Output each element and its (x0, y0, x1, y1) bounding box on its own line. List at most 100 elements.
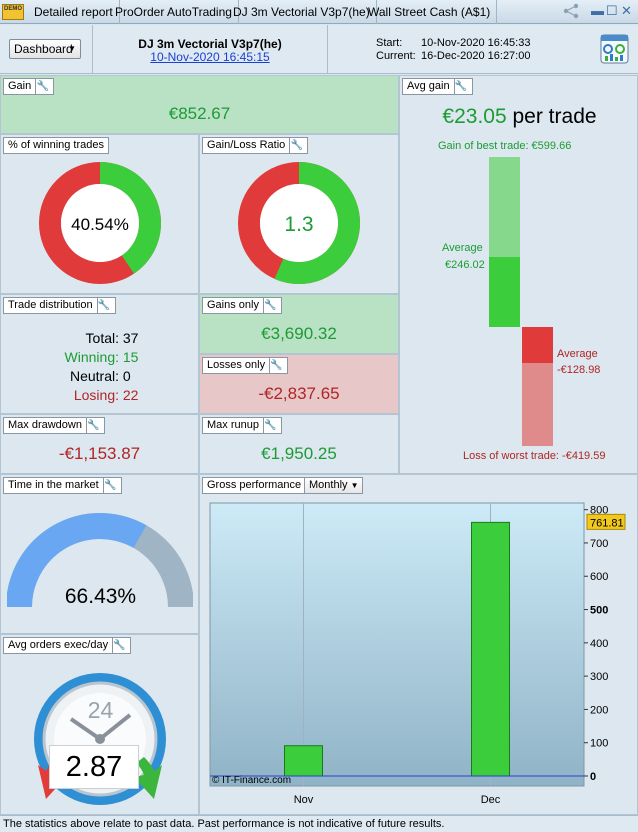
start-label: Start: (376, 37, 403, 49)
y-tick-label: 200 (590, 704, 608, 716)
gain-panel: Gain 🔧 €852.67 (0, 75, 399, 134)
strategy-date-link[interactable]: 10-Nov-2020 16:45:15 (150, 50, 270, 64)
avg-gain-bar (489, 257, 520, 327)
max-runup-title: Max runup 🔧 (202, 417, 282, 434)
dashboard-label: Dashboard (14, 42, 73, 56)
avg-orders-title: Avg orders exec/day 🔧 (3, 637, 132, 654)
wrench-icon[interactable]: 🔧 (85, 418, 100, 433)
chevron-down-icon: ▼ (350, 481, 359, 490)
gain-loss-donut-chart (238, 162, 360, 284)
time-in-market-title: Time in the market 🔧 (3, 477, 122, 494)
wrench-icon[interactable]: 🔧 (96, 298, 111, 313)
winning-percentage: 40.54% (71, 215, 129, 234)
avg-negative-label: Average (557, 348, 598, 360)
avg-positive-value: €246.02 (445, 259, 485, 271)
distribution-list: Total: 37 Winning: 15 Neutral: 0 Losing:… (51, 329, 141, 405)
y-tick-label: 400 (590, 638, 608, 650)
y-tick-label: 0 (590, 771, 596, 783)
wrench-icon[interactable]: 🔧 (453, 79, 468, 94)
gains-only-panel: Gains only 🔧 €3,690.32 (199, 294, 399, 354)
winning-trades-panel: % of winning trades 40.54% (0, 134, 199, 294)
bar-dec (471, 521, 510, 777)
gain-title: Gain 🔧 (3, 78, 55, 95)
max-drawdown-panel: Max drawdown 🔧 -€1,153.87 (0, 414, 199, 474)
avg-gain-value: €23.05 (442, 105, 507, 128)
losing-row: Losing: 22 (73, 387, 139, 403)
gross-performance-panel: Gross performance Monthly ▼ Nov Dec 0 100 20… (199, 474, 638, 815)
period-dropdown[interactable]: Monthly ▼ (304, 477, 363, 494)
donut-gain-segment (238, 162, 360, 284)
gross-performance-title: Gross performance (202, 477, 307, 494)
period-label: Monthly (309, 479, 348, 491)
dashboard-dropdown[interactable]: Dashboard ▼ (9, 39, 81, 59)
share-icon[interactable] (562, 3, 580, 22)
x-tick-label: Nov (294, 794, 314, 806)
tab-proorder-autotrading[interactable]: ProOrder AutoTrading (109, 0, 239, 24)
start-value: 10-Nov-2020 16:45:33 (421, 37, 531, 49)
report-icon[interactable] (600, 33, 630, 68)
maximize-icon[interactable]: ☐ (606, 3, 618, 18)
losses-only-title: Losses only 🔧 (202, 357, 289, 374)
total-row: Total: 37 (85, 330, 139, 346)
gain-loss-ratio-panel: Gain/Loss Ratio 🔧 1.3 (199, 134, 399, 294)
y-tick-label: 600 (590, 571, 608, 583)
report-header: Dashboard ▼ DJ 3m Vectorial V3p7(he) 10-… (0, 25, 638, 74)
gain-value: €852.67 (168, 104, 231, 123)
chevron-down-icon: ▼ (68, 44, 76, 53)
wrench-icon[interactable]: 🔧 (262, 418, 277, 433)
time-in-market-gauge (7, 513, 193, 608)
wrench-icon[interactable]: 🔧 (269, 358, 283, 373)
y-tick-label: 500 (590, 605, 608, 617)
gain-loss-ratio-value: 1.3 (284, 213, 314, 236)
y-tick-label: 300 (590, 671, 608, 683)
max-drawdown-title: Max drawdown 🔧 (3, 417, 105, 434)
gain-loss-ratio-title: Gain/Loss Ratio 🔧 (202, 137, 309, 154)
time-in-market-value: 66.43% (64, 585, 137, 608)
losses-only-value: -€2,837.65 (258, 384, 340, 403)
worst-trade-label: Loss of worst trade: -€419.59 (463, 450, 606, 462)
wrench-icon[interactable]: 🔧 (35, 79, 49, 94)
strategy-name: DJ 3m Vectorial V3p7(he) (138, 37, 282, 51)
title-bar: DEMO Detailed report ProOrder AutoTradin… (0, 0, 638, 24)
last-value-badge (586, 513, 626, 530)
minimize-icon[interactable]: ▬ (591, 3, 604, 18)
max-drawdown-value: -€1,153.87 (58, 444, 141, 463)
avg-negative-value: -€128.98 (557, 364, 601, 376)
tab-strategy[interactable]: DJ 3m Vectorial V3p7(he) (227, 0, 377, 24)
winning-row: Winning: 15 (64, 349, 139, 365)
donut-winning-segment (39, 162, 161, 284)
best-trade-label: Gain of best trade: €599.66 (438, 140, 572, 152)
tab-instrument[interactable]: Wall Street Cash (A$1) (362, 0, 498, 24)
avg-gain-suffix: per trade (512, 105, 597, 128)
close-icon[interactable]: ✕ (621, 3, 632, 18)
y-tick-label: 800 (590, 505, 608, 517)
winning-trades-title: % of winning trades (3, 137, 109, 154)
copyright-text: © IT-Finance.com (212, 775, 291, 786)
avg-gain-panel: Avg gain 🔧 €23.05 per trade Gain of best … (399, 75, 638, 474)
wrench-icon[interactable]: 🔧 (262, 298, 277, 313)
avg-orders-panel: Avg orders exec/day 🔧 24 2.87 (0, 634, 199, 815)
wrench-icon[interactable]: 🔧 (102, 478, 117, 493)
gains-only-title: Gains only 🔧 (202, 297, 282, 314)
gains-only-value: €3,690.32 (261, 324, 337, 343)
losses-only-panel: Losses only 🔧 -€2,837.65 (199, 354, 399, 414)
neutral-row: Neutral: 0 (69, 368, 131, 384)
wrench-icon[interactable]: 🔧 (289, 138, 303, 153)
current-label: Current: (376, 50, 416, 62)
winning-donut-chart (39, 162, 161, 284)
x-tick-label: Dec (481, 794, 501, 806)
wrench-icon[interactable]: 🔧 (112, 638, 126, 653)
trade-distribution-title: Trade distribution 🔧 (3, 297, 116, 314)
best-trade-bar (489, 157, 520, 257)
max-runup-value: €1,950.25 (261, 444, 337, 463)
current-value: 16-Dec-2020 16:27:00 (421, 50, 531, 62)
clock-label: 24 (87, 697, 114, 723)
max-runup-panel: Max runup 🔧 €1,950.25 (199, 414, 399, 474)
avg-orders-value: 2.87 (49, 745, 139, 789)
disclaimer-footer: The statistics above relate to past data… (0, 815, 638, 832)
avg-positive-label: Average (442, 242, 483, 254)
donut-hole (61, 184, 139, 262)
tab-detailed-report[interactable]: Detailed report (28, 0, 120, 24)
avg-gain-title: Avg gain 🔧 (402, 78, 473, 95)
